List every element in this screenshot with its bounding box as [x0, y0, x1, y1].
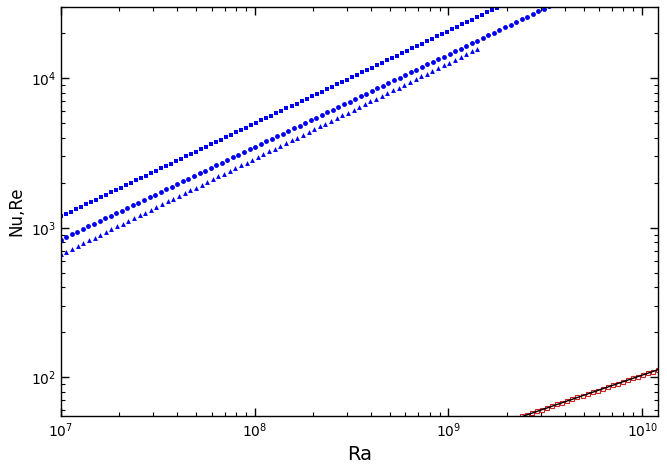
X-axis label: Ra: Ra	[347, 445, 372, 464]
Y-axis label: Nu,Re: Nu,Re	[7, 187, 25, 236]
